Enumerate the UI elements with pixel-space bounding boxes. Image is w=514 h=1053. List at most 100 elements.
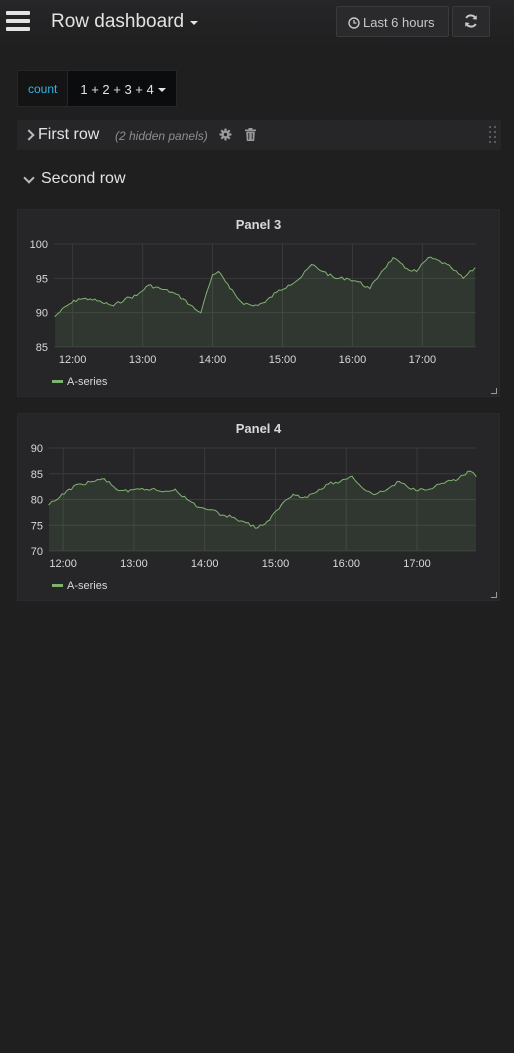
legend-label: A-series — [67, 580, 108, 592]
row-title-second[interactable]: Second row — [41, 170, 126, 187]
series-area — [55, 257, 475, 347]
data-point — [462, 277, 464, 279]
data-point — [346, 277, 348, 279]
trash-icon[interactable] — [245, 128, 256, 141]
x-tick-label: 13:00 — [120, 558, 148, 570]
data-point — [171, 291, 173, 293]
x-tick-label: 12:00 — [49, 558, 77, 570]
chevron-right-icon[interactable] — [23, 129, 35, 141]
data-point — [229, 288, 231, 290]
panel-title[interactable]: Panel 3 — [235, 217, 282, 232]
resize-handle-icon[interactable] — [491, 388, 497, 394]
line-chart: 12:00 13:00 14:00 15:00 16:00 17:00 70 75 80 85 90 — [31, 443, 477, 570]
x-tick-label: 14:00 — [199, 354, 227, 366]
time-picker-button[interactable]: Last 6 hours — [336, 6, 449, 37]
drag-handle-icon[interactable] — [489, 126, 497, 144]
data-point — [369, 288, 371, 290]
hidden-panels-note: (2 hidden panels) — [115, 129, 208, 143]
data-point — [328, 483, 330, 485]
x-tick-label: 12:00 — [59, 354, 87, 366]
data-point — [334, 277, 336, 279]
data-point — [469, 470, 471, 472]
data-point — [48, 504, 50, 506]
data-point — [101, 301, 103, 303]
data-point — [186, 498, 188, 501]
data-point — [103, 478, 105, 480]
y-tick-label: 75 — [31, 520, 43, 532]
clock-icon — [348, 17, 360, 29]
data-point — [276, 291, 278, 293]
data-point — [257, 527, 259, 529]
data-point — [112, 305, 115, 307]
y-tick-label: 95 — [36, 273, 48, 285]
data-point — [386, 488, 389, 490]
chevron-down-icon[interactable] — [23, 172, 35, 184]
x-tick-label: 15:00 — [262, 558, 290, 570]
legend-label: A-series — [67, 376, 108, 388]
panel-4: Panel 4 12:00 13:00 14:00 15:00 16:00 17:00 70… — [17, 413, 500, 601]
data-point — [322, 270, 324, 273]
data-point — [410, 488, 412, 490]
data-point — [77, 298, 80, 300]
legend-item[interactable]: A-series — [52, 376, 107, 388]
legend-swatch — [52, 583, 63, 587]
resize-handle-icon[interactable] — [491, 592, 497, 598]
y-tick-label: 85 — [36, 342, 48, 354]
variable-value: 1 + 2 + 3 + 4 — [80, 82, 154, 97]
data-point — [245, 522, 247, 524]
data-point — [56, 498, 58, 501]
data-point — [381, 270, 383, 273]
legend-item[interactable]: A-series — [52, 580, 107, 592]
x-tick-label: 16:00 — [332, 558, 360, 570]
panel-title[interactable]: Panel 4 — [235, 421, 282, 436]
data-point — [311, 264, 313, 266]
data-point — [210, 509, 212, 511]
data-point — [299, 277, 301, 279]
template-variable: count 1 + 2 + 3 + 4 — [17, 70, 177, 107]
data-point — [434, 486, 436, 488]
data-point — [139, 488, 141, 490]
data-point — [292, 493, 294, 495]
y-tick-label: 90 — [36, 308, 48, 320]
y-tick-label: 80 — [31, 495, 43, 507]
x-tick-label: 17:00 — [409, 354, 437, 366]
y-tick-label: 100 — [30, 239, 48, 251]
dashboard-title: Row dashboard — [51, 11, 185, 32]
caret-down-icon — [157, 87, 166, 92]
series-line — [48, 470, 477, 529]
data-point — [422, 488, 424, 490]
data-point — [339, 480, 341, 483]
gear-icon[interactable] — [219, 128, 232, 141]
data-point — [264, 301, 266, 303]
data-point — [252, 305, 254, 307]
x-tick-label: 14:00 — [191, 558, 219, 570]
refresh-button[interactable] — [452, 6, 490, 37]
dashboard-title-dropdown[interactable]: Row dashboard — [51, 11, 199, 33]
series-line — [54, 256, 476, 317]
data-point — [457, 478, 459, 480]
data-point — [217, 270, 219, 273]
data-point — [475, 475, 477, 477]
variable-value-dropdown[interactable]: 1 + 2 + 3 + 4 — [67, 70, 177, 107]
top-navbar: Row dashboard Last 6 hours — [0, 0, 514, 47]
data-point — [287, 284, 289, 286]
data-point — [92, 480, 94, 483]
data-point — [392, 257, 394, 259]
series-area — [49, 471, 476, 551]
data-point — [151, 488, 153, 490]
data-point — [182, 298, 184, 300]
menu-icon[interactable] — [6, 11, 30, 33]
row-title-first[interactable]: First row — [38, 126, 100, 143]
caret-down-icon — [190, 20, 199, 25]
line-chart: 12:00 13:00 14:00 15:00 16:00 17:00 85 90 95 100 — [30, 239, 476, 366]
y-tick-label: 85 — [31, 469, 43, 481]
variable-label: count — [17, 70, 68, 107]
data-point — [280, 504, 282, 506]
data-point — [351, 475, 353, 477]
data-point — [115, 488, 117, 490]
data-point — [445, 480, 448, 483]
data-point — [404, 267, 406, 269]
data-point — [241, 301, 243, 303]
data-point — [206, 291, 208, 293]
legend-swatch — [52, 379, 63, 383]
